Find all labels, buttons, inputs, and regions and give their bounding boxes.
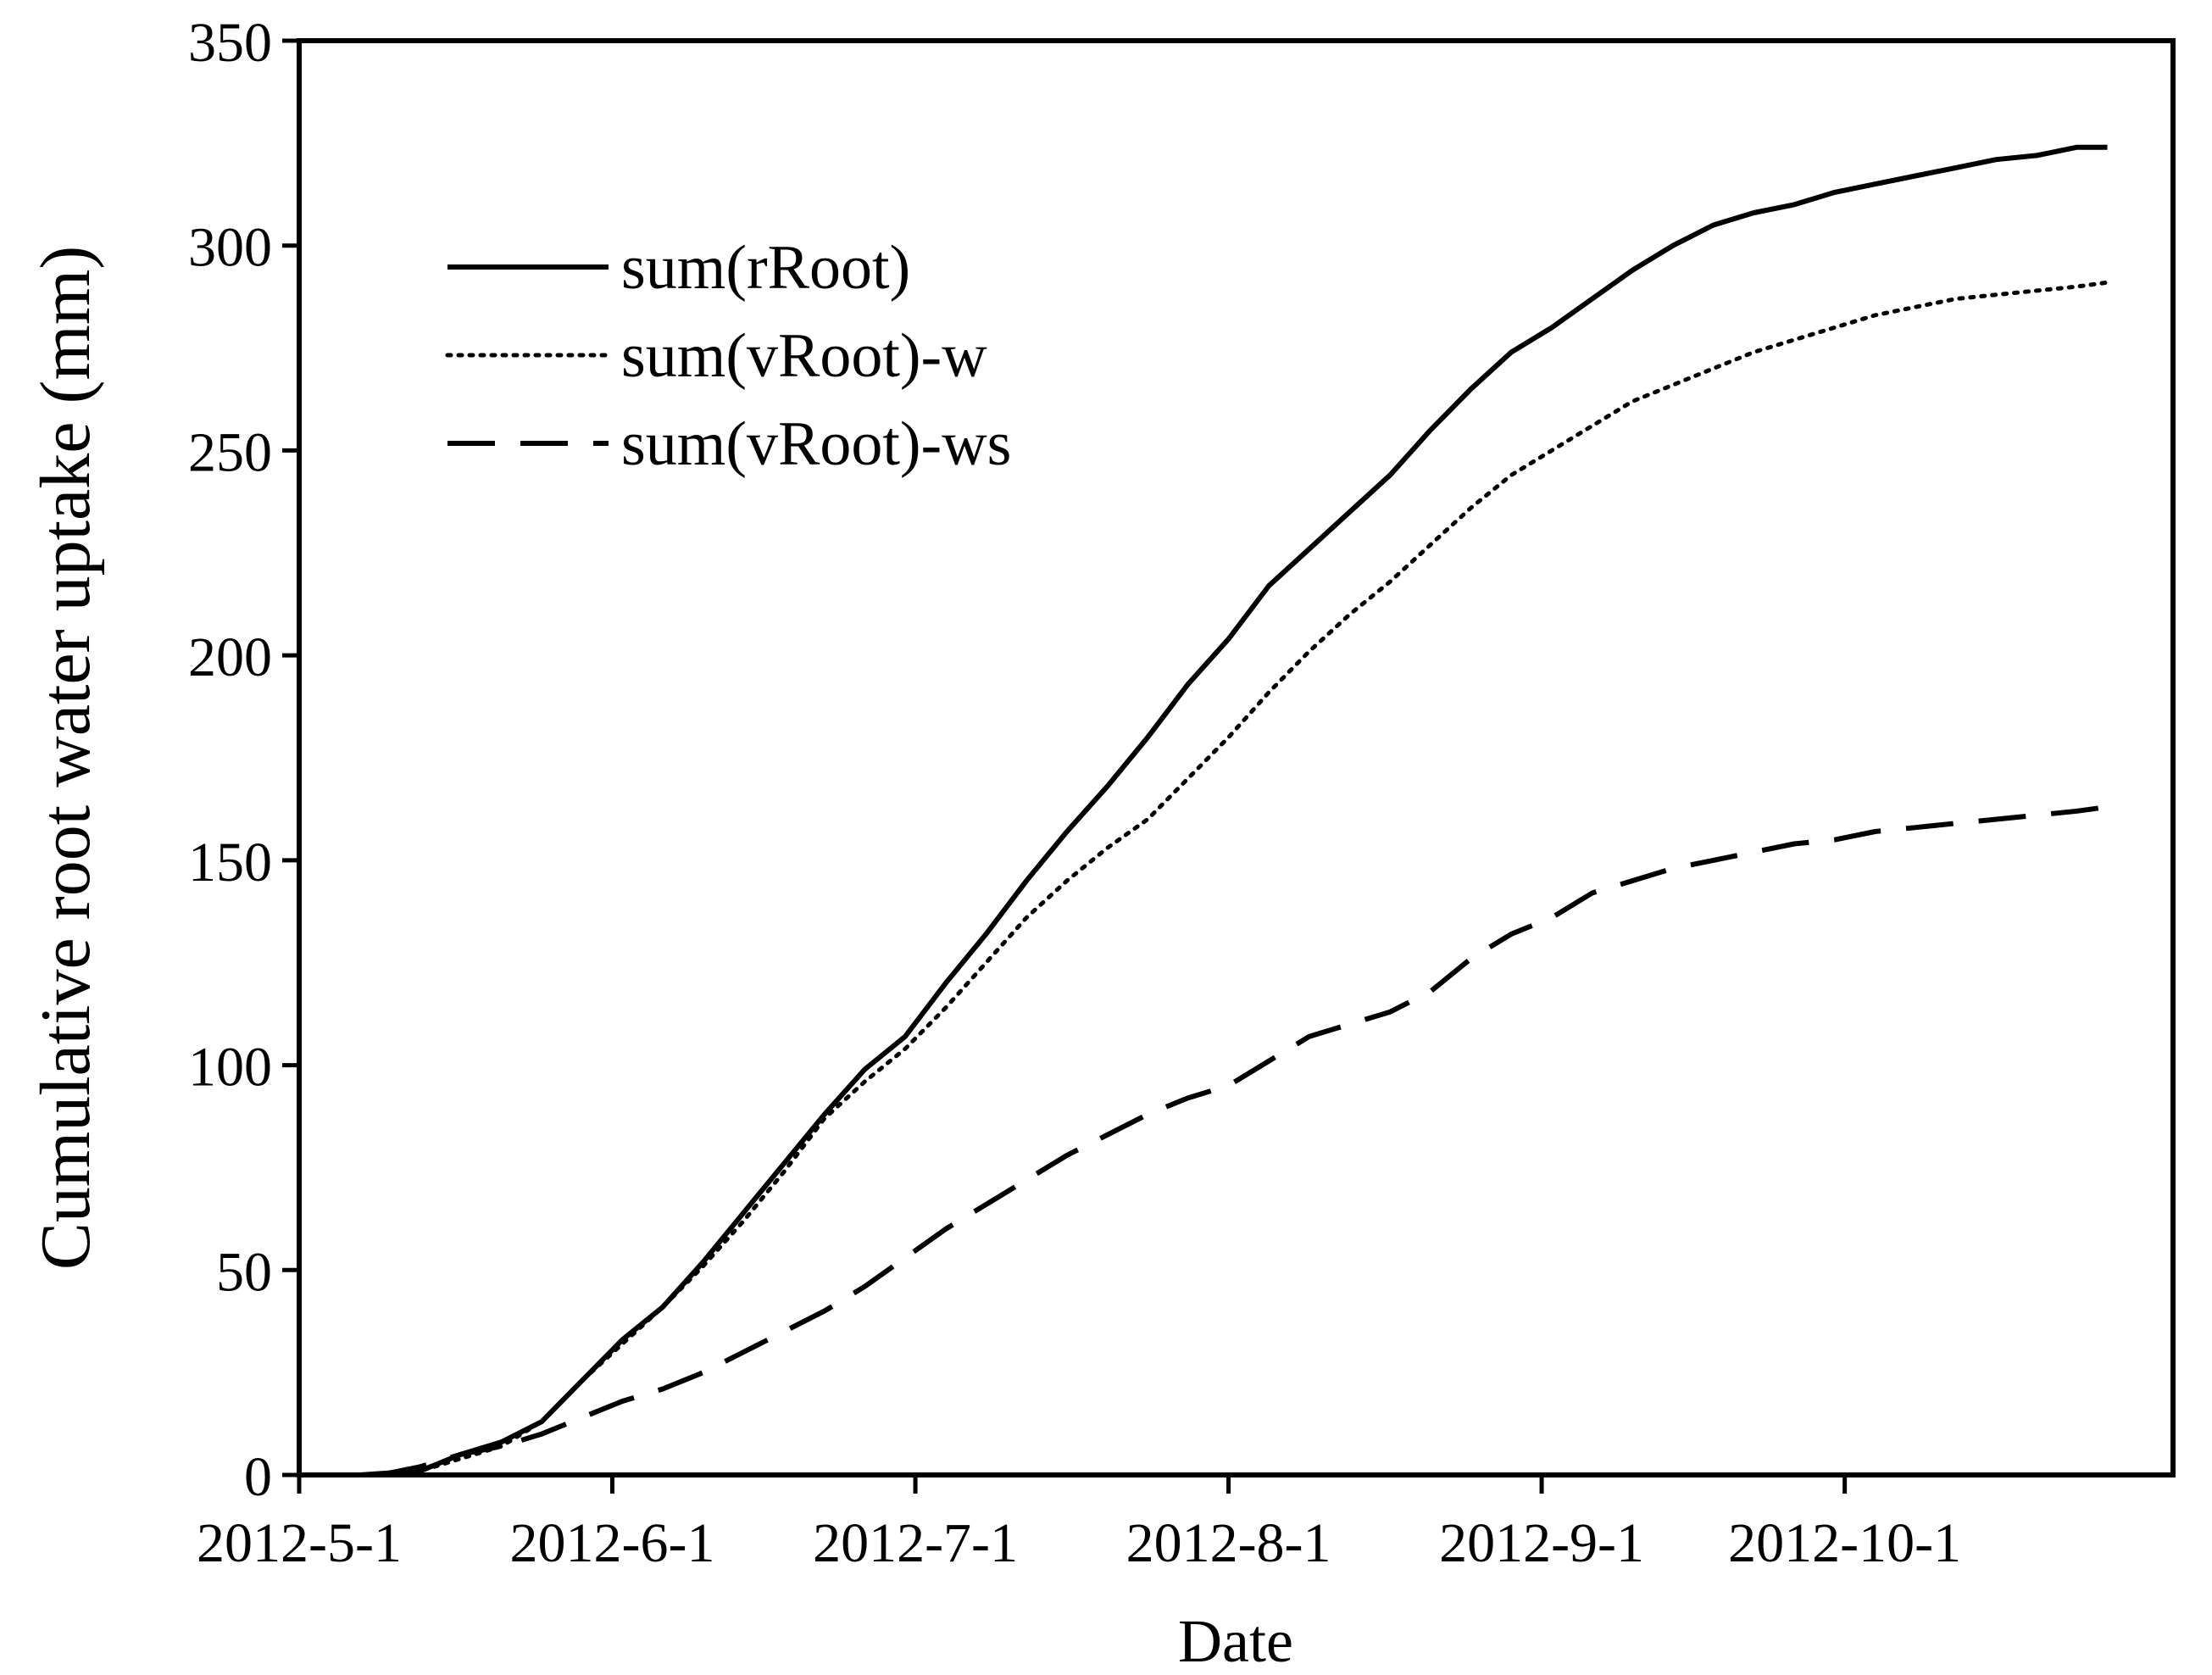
x-axis: 2012-5-1 2012-6-1 2012-7-1 2012-8-1 2012-9-1… bbox=[197, 1475, 1961, 1574]
x-tick-label: 2012-7-1 bbox=[813, 1512, 1018, 1574]
series-line bbox=[379, 804, 2108, 1477]
plot-frame bbox=[297, 38, 2176, 1477]
y-axis: 0 50 100 150 200 250 300 350 bbox=[188, 12, 299, 1508]
legend-label: sum(vRoot)-ws bbox=[621, 409, 1011, 479]
series-layer bbox=[359, 144, 2109, 1477]
y-tick-label: 100 bbox=[188, 1037, 272, 1099]
series-line bbox=[359, 144, 2108, 1477]
y-tick-label: 250 bbox=[188, 421, 272, 483]
legend: sum(rRoot) sum(vRoot)-w sum(vRoot)-ws bbox=[445, 233, 1011, 479]
y-axis-title: Cumulative root water uptake (mm) bbox=[26, 246, 105, 1270]
y-tick-label: 200 bbox=[188, 626, 272, 688]
legend-label: sum(rRoot) bbox=[621, 233, 910, 303]
y-tick-label: 350 bbox=[188, 12, 272, 74]
y-tick-label: 150 bbox=[188, 832, 272, 893]
x-axis-title: Date bbox=[1178, 1607, 1293, 1675]
y-tick-label: 0 bbox=[244, 1446, 272, 1508]
plot-area bbox=[297, 38, 2176, 1477]
x-tick-label: 2012-6-1 bbox=[510, 1512, 715, 1574]
x-tick-label: 2012-5-1 bbox=[197, 1512, 402, 1574]
x-tick-label: 2012-8-1 bbox=[1126, 1512, 1331, 1574]
legend-label: sum(vRoot)-w bbox=[621, 321, 987, 391]
x-tick-label: 2012-10-1 bbox=[1728, 1512, 1961, 1574]
y-tick-label: 50 bbox=[216, 1241, 272, 1303]
x-tick-label: 2012-9-1 bbox=[1439, 1512, 1644, 1574]
y-tick-label: 300 bbox=[188, 217, 272, 279]
